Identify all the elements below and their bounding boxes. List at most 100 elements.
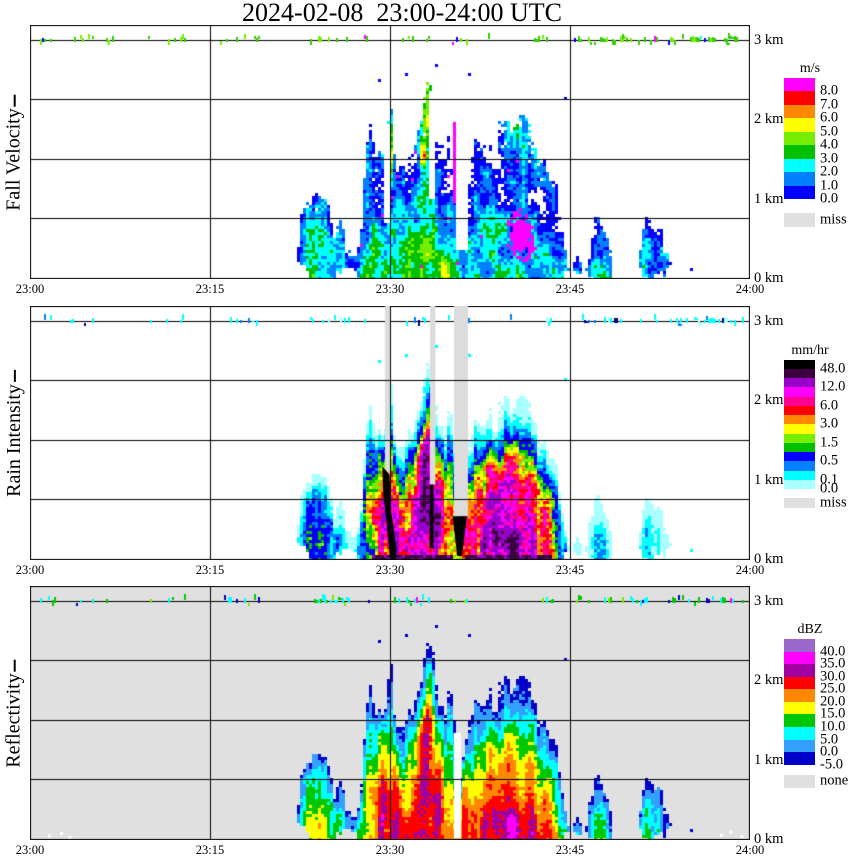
km-label-fall-velocity-1: 1 km xyxy=(754,190,784,207)
time-label-rain-intensity-2400: 24:00 xyxy=(735,563,765,577)
legend-label-fall-velocity-6.0: 6.0 xyxy=(820,109,839,126)
legend-swatch-rain-intensity-0 xyxy=(784,359,815,369)
legend-label-reflectivity-5.0: 5.0 xyxy=(820,731,839,748)
legend-label-fall-velocity-2.0: 2.0 xyxy=(820,163,839,180)
legend-label-reflectivity-40.0: 40.0 xyxy=(820,643,846,660)
legend-label-reflectivity-20.0: 20.0 xyxy=(820,693,846,710)
legend-extra-label-reflectivity: none xyxy=(820,772,849,789)
time-label-rain-intensity-2315: 23:15 xyxy=(195,563,225,577)
ylabel-wrap-rain-intensity: Rain Intensity xyxy=(1,306,27,560)
legend-label-fall-velocity-8.0: 8.0 xyxy=(820,82,839,99)
legend-label-rain-intensity-3.0: 3.0 xyxy=(820,415,839,432)
legend-label-fall-velocity-3.0: 3.0 xyxy=(820,150,839,167)
legend-swatch-rain-intensity-13 xyxy=(784,479,815,489)
km-label-rain-intensity-2: 2 km xyxy=(754,392,784,409)
legend-swatch-reflectivity-7 xyxy=(784,726,815,740)
legend-swatch-fall-velocity-4 xyxy=(784,131,815,146)
time-label-fall-velocity-2345: 23:45 xyxy=(555,282,585,296)
legend-swatch-reflectivity-0 xyxy=(784,639,815,652)
legend-swatch-fall-velocity-0 xyxy=(784,78,815,92)
legend-label-reflectivity-10.0: 10.0 xyxy=(820,718,846,735)
legend-label-reflectivity-25.0: 25.0 xyxy=(820,680,846,697)
legend-extra-swatch-reflectivity xyxy=(784,775,815,788)
legend-swatch-fall-velocity-1 xyxy=(784,91,815,105)
legend-swatch-fall-velocity-8 xyxy=(784,185,815,199)
km-label-reflectivity-3: 3 km xyxy=(754,592,784,609)
ylabel-reflectivity: Reflectivity xyxy=(2,672,25,768)
time-label-reflectivity-2400: 24:00 xyxy=(735,843,765,857)
legend-swatch-rain-intensity-8 xyxy=(784,433,815,443)
heatmap-rain-intensity xyxy=(30,306,750,560)
legend-swatch-fall-velocity-2 xyxy=(784,104,815,119)
legend-swatch-rain-intensity-6 xyxy=(784,415,815,425)
time-label-rain-intensity-2345: 23:45 xyxy=(555,563,585,577)
time-label-fall-velocity-2330: 23:30 xyxy=(375,282,405,296)
legend-swatch-fall-velocity-3 xyxy=(784,118,815,132)
legend-swatch-reflectivity-4 xyxy=(784,689,815,702)
legend-swatch-reflectivity-8 xyxy=(784,739,815,753)
time-label-reflectivity-2315: 23:15 xyxy=(195,843,225,857)
ylabel-suffix-bar-reflectivity xyxy=(13,658,16,671)
legend-label-rain-intensity-48.0: 48.0 xyxy=(820,360,846,377)
km-label-reflectivity-1: 1 km xyxy=(754,751,784,768)
legend-extra-swatch-rain-intensity xyxy=(784,497,815,508)
legend-title-reflectivity: dBZ xyxy=(797,622,823,637)
legend-swatch-fall-velocity-5 xyxy=(784,145,815,159)
legend-swatch-rain-intensity-11 xyxy=(784,461,815,471)
legend-label-fall-velocity-7.0: 7.0 xyxy=(820,96,839,113)
km-label-rain-intensity-1: 1 km xyxy=(754,471,784,488)
legend-swatch-rain-intensity-4 xyxy=(784,396,815,406)
legend-label-rain-intensity-1.5: 1.5 xyxy=(820,434,839,451)
legend-swatch-rain-intensity-3 xyxy=(784,387,815,397)
legend-swatch-fall-velocity-6 xyxy=(784,158,815,173)
legend-label-fall-velocity-1.0: 1.0 xyxy=(820,177,839,194)
ylabel-suffix-bar-fall-velocity xyxy=(13,93,15,106)
time-label-fall-velocity-2315: 23:15 xyxy=(195,282,225,296)
km-label-rain-intensity-3: 3 km xyxy=(754,312,784,329)
legend-label-fall-velocity-0.0: 0.0 xyxy=(820,190,839,207)
legend-swatch-rain-intensity-10 xyxy=(784,452,815,462)
legend-swatch-rain-intensity-1 xyxy=(784,368,815,378)
legend-title-fall-velocity: m/s xyxy=(799,61,821,76)
time-label-reflectivity-2345: 23:45 xyxy=(555,843,585,857)
legend-extra-label-rain-intensity: miss xyxy=(820,494,847,510)
legend-label-rain-intensity-6.0: 6.0 xyxy=(820,397,839,414)
legend-extra-label-fall-velocity: miss xyxy=(820,211,847,228)
legend-swatch-fall-velocity-7 xyxy=(784,172,815,186)
km-label-rain-intensity-0: 0 km xyxy=(754,551,784,567)
ylabel-wrap-fall-velocity: Fall Velocity xyxy=(1,25,27,279)
legend-swatch-reflectivity-3 xyxy=(784,676,815,690)
time-label-reflectivity-2330: 23:30 xyxy=(375,843,405,857)
legend-swatch-rain-intensity-2 xyxy=(784,378,815,388)
legend-swatch-reflectivity-1 xyxy=(784,651,815,665)
time-label-fall-velocity-2300: 23:00 xyxy=(15,282,45,296)
chart-title: 2024-02-08 23:00-24:00 UTC xyxy=(242,0,562,27)
legend-swatch-rain-intensity-9 xyxy=(784,442,815,452)
ylabel-wrap-reflectivity: Reflectivity xyxy=(1,586,27,840)
time-label-rain-intensity-2300: 23:00 xyxy=(15,563,45,577)
km-label-fall-velocity-2: 2 km xyxy=(754,111,784,128)
km-label-fall-velocity-0: 0 km xyxy=(754,270,784,286)
legend-label-rain-intensity-0.0: 0.0 xyxy=(820,480,839,497)
legend-label-reflectivity-35.0: 35.0 xyxy=(820,655,846,672)
legend-extra-swatch-fall-velocity xyxy=(784,213,815,227)
legend-swatch-reflectivity-9 xyxy=(784,752,815,765)
legend-swatch-rain-intensity-7 xyxy=(784,424,815,434)
km-label-fall-velocity-3: 3 km xyxy=(754,31,784,48)
legend-label-rain-intensity-0.1: 0.1 xyxy=(820,471,839,488)
legend-label-reflectivity-15.0: 15.0 xyxy=(820,705,846,722)
legend-label-reflectivity-0.0: 0.0 xyxy=(820,743,839,760)
ylabel-rain-intensity: Rain Intensity xyxy=(2,383,25,497)
legend-swatch-rain-intensity-12 xyxy=(784,470,815,480)
legend-swatch-reflectivity-2 xyxy=(784,664,815,677)
heatmap-fall-velocity xyxy=(30,25,750,279)
legend-swatch-rain-intensity-5 xyxy=(784,405,815,415)
ylabel-fall-velocity: Fall Velocity xyxy=(2,107,25,211)
time-label-fall-velocity-2400: 24:00 xyxy=(735,282,765,296)
legend-label-rain-intensity-0.5: 0.5 xyxy=(820,452,839,469)
legend-label-fall-velocity-5.0: 5.0 xyxy=(820,123,839,140)
legend-swatch-reflectivity-6 xyxy=(784,714,815,727)
legend-title-rain-intensity: mm/hr xyxy=(791,342,829,358)
legend-label-rain-intensity-12.0: 12.0 xyxy=(820,378,846,395)
